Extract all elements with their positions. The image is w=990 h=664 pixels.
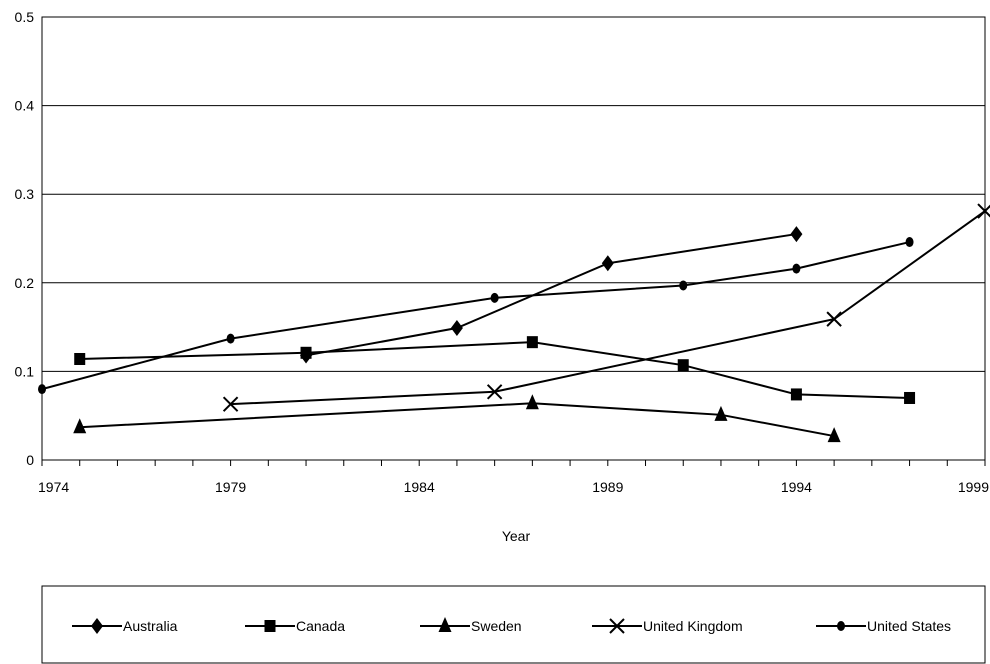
x-tick-label: 1979 (215, 479, 246, 495)
data-point-united-kingdom (826, 311, 842, 327)
gridlines (42, 105, 985, 372)
x-tick-label: 1984 (404, 479, 435, 495)
data-point-sweden (827, 427, 841, 443)
data-point-united-states (792, 263, 801, 274)
data-point-united-states (490, 292, 499, 303)
x-tick-label: 1994 (781, 479, 812, 495)
data-point-australia (790, 226, 803, 243)
data-point-sweden (525, 394, 539, 410)
y-tick-label: 0.2 (15, 275, 35, 291)
legend-label: United Kingdom (643, 618, 743, 634)
series-line-united-kingdom (230, 210, 986, 406)
legend-marker (438, 617, 452, 632)
data-point-united-states (38, 384, 46, 395)
series-united-kingdom (222, 203, 990, 412)
y-tick-label: 0.3 (15, 186, 35, 202)
series-line-canada (79, 341, 910, 399)
data-point-united-kingdom (222, 396, 239, 412)
legend-marker (837, 621, 845, 631)
data-point-canada (904, 391, 916, 404)
legend-item-sweden: Sweden (420, 617, 522, 634)
x-axis-title: Year (502, 528, 531, 544)
data-point-united-states (226, 333, 235, 344)
data-point-canada (74, 352, 86, 365)
plot-area-border (41, 16, 986, 461)
data-point-united-kingdom (486, 384, 503, 400)
legend-label: Canada (296, 618, 345, 634)
x-tick-label: 1989 (592, 479, 623, 495)
data-point-sweden (73, 418, 87, 434)
y-tick-label: 0.1 (15, 363, 35, 379)
series-united-states (38, 237, 914, 395)
data-point-canada (526, 336, 538, 349)
legend: Australia Canada Sweden United Kingdom Unite… (72, 617, 951, 634)
data-point-australia (601, 255, 614, 272)
legend-item-canada: Canada (245, 618, 345, 634)
series-line-united-states (41, 241, 910, 391)
series-canada (74, 336, 916, 404)
data-point-canada (790, 388, 802, 401)
data-point-sweden (714, 405, 728, 421)
legend-marker (91, 618, 103, 634)
legend-box (41, 585, 986, 664)
legend-label: United States (867, 618, 951, 634)
data-point-united-states (905, 237, 914, 248)
data-point-united-kingdom (977, 203, 990, 219)
legend-item-united-states: United States (816, 618, 951, 634)
y-tick-label: 0.4 (15, 98, 35, 114)
legend-marker (609, 618, 625, 634)
x-tick-label: 1999 (958, 479, 989, 495)
legend-item-united-kingdom: United Kingdom (592, 618, 743, 634)
legend-label: Sweden (471, 618, 522, 634)
axes: 0 0.1 0.2 0.3 0.4 0.5 1974 1979 1984 1989 1994 1999 (15, 9, 990, 495)
data-point-canada (300, 346, 312, 359)
data-point-australia (450, 319, 463, 336)
legend-item-australia: Australia (72, 618, 178, 634)
data-point-canada (677, 359, 689, 372)
y-tick-label: 0.5 (15, 9, 35, 25)
legend-marker (264, 620, 276, 632)
series-line-sweden (79, 402, 835, 438)
series-sweden (73, 394, 841, 443)
data-point-united-states (679, 280, 688, 291)
legend-label: Australia (123, 618, 178, 634)
y-tick-label: 0 (26, 452, 34, 468)
x-tick-label: 1974 (38, 479, 69, 495)
series-group (38, 203, 990, 443)
